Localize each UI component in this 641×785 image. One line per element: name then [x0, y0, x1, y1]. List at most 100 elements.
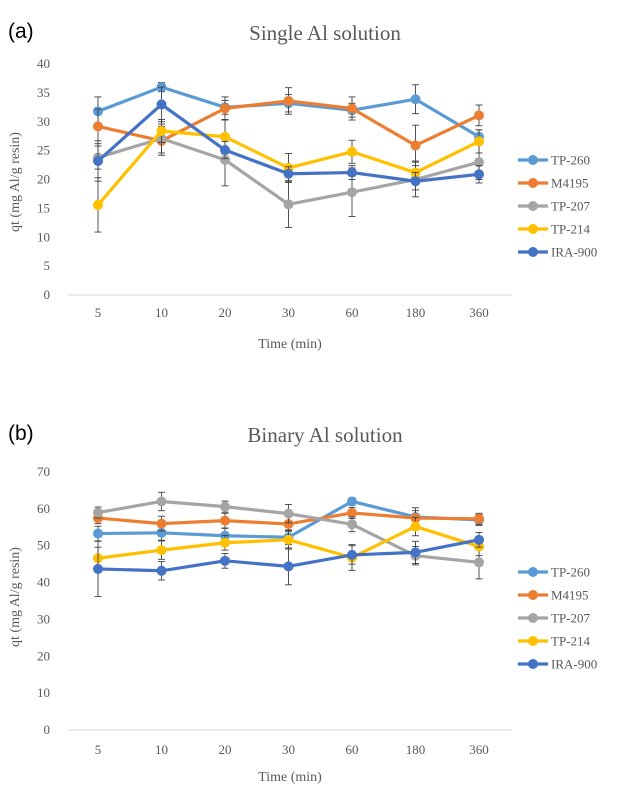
legend-label: IRA-900 — [551, 657, 597, 672]
data-point — [156, 496, 167, 507]
x-tick-label-a: 20 — [219, 305, 232, 320]
data-point — [156, 545, 167, 556]
data-point — [283, 168, 294, 179]
legend-marker — [528, 201, 538, 211]
y-tick-label-a: 10 — [37, 229, 50, 244]
x-tick-label-a: 360 — [469, 305, 489, 320]
series-ira-900-b — [93, 531, 484, 598]
data-point — [410, 94, 421, 105]
x-ticks-a: 5 10 20 30 60 180 360 — [95, 305, 489, 320]
legend-item-ira-900-a: IRA-900 — [518, 245, 597, 260]
y-tick-label-a: 35 — [37, 85, 50, 100]
data-point — [220, 145, 230, 156]
panel-label-b: (b) — [8, 422, 34, 445]
legend-item-tp-214-a: TP-214 — [518, 222, 591, 237]
legend-marker — [528, 247, 538, 257]
chart-title-b: Binary Al solution — [247, 423, 403, 447]
y-tick-label-b: 20 — [37, 648, 50, 663]
y-tick-label-b: 30 — [37, 611, 50, 626]
data-point — [220, 537, 230, 548]
data-point — [347, 496, 357, 507]
data-point — [220, 501, 230, 512]
series-ira-900-a — [93, 86, 484, 191]
data-point — [93, 156, 103, 167]
data-point — [220, 103, 230, 114]
y-tick-label-b: 60 — [37, 501, 50, 516]
data-point — [474, 534, 484, 545]
data-point — [283, 518, 294, 529]
legend-label: IRA-900 — [551, 245, 597, 260]
data-point — [283, 95, 294, 106]
data-point — [474, 557, 484, 568]
data-point — [93, 199, 103, 210]
legend-label: TP-260 — [551, 153, 590, 168]
y-tick-label-a: 25 — [37, 143, 50, 158]
x-axis-title-a: Time (min) — [258, 337, 322, 352]
plot-area-a — [93, 82, 484, 233]
y-ticks-b: 0 10 20 30 40 50 60 70 — [37, 464, 50, 737]
legend-marker — [528, 224, 538, 234]
legend-item-tp-260-b: TP-260 — [518, 565, 590, 580]
data-point — [93, 121, 103, 132]
legend-label: M4195 — [551, 588, 589, 603]
data-point — [93, 528, 103, 539]
chart-panel-b: (b) Binary Al solution qt (mg Al/g resin… — [8, 422, 597, 785]
data-point — [220, 131, 230, 142]
data-point — [474, 169, 484, 180]
data-point — [347, 167, 357, 178]
panel-label-a: (a) — [8, 20, 34, 43]
data-point — [220, 154, 230, 165]
data-point — [220, 515, 230, 526]
data-point — [283, 534, 294, 545]
x-tick-label-b: 360 — [469, 742, 489, 757]
legend-marker — [528, 567, 538, 577]
x-ticks-b: 5 10 20 30 60 180 360 — [95, 742, 489, 757]
data-point — [474, 513, 484, 524]
y-tick-label-a: 30 — [37, 114, 50, 129]
data-point — [93, 563, 103, 574]
x-tick-label-a: 180 — [406, 305, 426, 320]
y-tick-label-b: 40 — [37, 575, 50, 590]
y-tick-label-a: 0 — [44, 287, 51, 302]
y-tick-label-a: 5 — [44, 258, 51, 273]
legend-label: TP-207 — [551, 199, 591, 214]
y-tick-label-b: 50 — [37, 538, 50, 553]
chart-panel-a: (a) Single Al solution qt (mg Al/g resin… — [8, 20, 597, 352]
data-point — [410, 547, 421, 558]
data-point — [410, 176, 421, 187]
data-point — [347, 507, 357, 518]
x-axis-title-b: Time (min) — [258, 770, 322, 785]
x-tick-label-a: 10 — [155, 305, 168, 320]
data-point — [410, 521, 421, 532]
y-tick-label-b: 70 — [37, 464, 50, 479]
legend-label: TP-214 — [551, 634, 591, 649]
x-tick-label-b: 60 — [346, 742, 359, 757]
y-tick-label-a: 40 — [37, 56, 50, 71]
data-point — [347, 103, 357, 114]
legend-marker — [528, 613, 538, 623]
legend-marker — [528, 590, 538, 600]
legend-item-m4195-a: M4195 — [518, 176, 589, 191]
legend-marker — [528, 178, 538, 188]
y-tick-label-a: 20 — [37, 172, 50, 187]
data-point — [410, 140, 421, 151]
x-tick-label-b: 5 — [95, 742, 102, 757]
data-point — [156, 527, 167, 538]
x-tick-label-a: 30 — [282, 305, 295, 320]
data-point — [156, 565, 167, 576]
legend-b: TP-260 M4195 TP-207 TP-214 IRA-900 — [518, 565, 597, 672]
data-point — [156, 125, 167, 136]
x-tick-label-b: 30 — [282, 742, 295, 757]
data-point — [283, 561, 294, 572]
legend-item-ira-900-b: IRA-900 — [518, 657, 597, 672]
y-tick-label-b: 10 — [37, 685, 50, 700]
data-point — [156, 518, 167, 529]
y-ticks-a: 0 5 10 15 20 25 30 35 40 — [37, 56, 50, 302]
legend-a: TP-260 M4195 TP-207 TP-214 IRA-900 — [518, 153, 597, 260]
y-tick-label-a: 15 — [37, 200, 50, 215]
legend-label: M4195 — [551, 176, 589, 191]
x-tick-label-b: 10 — [155, 742, 168, 757]
legend-marker — [528, 155, 538, 165]
x-tick-label-b: 180 — [406, 742, 426, 757]
